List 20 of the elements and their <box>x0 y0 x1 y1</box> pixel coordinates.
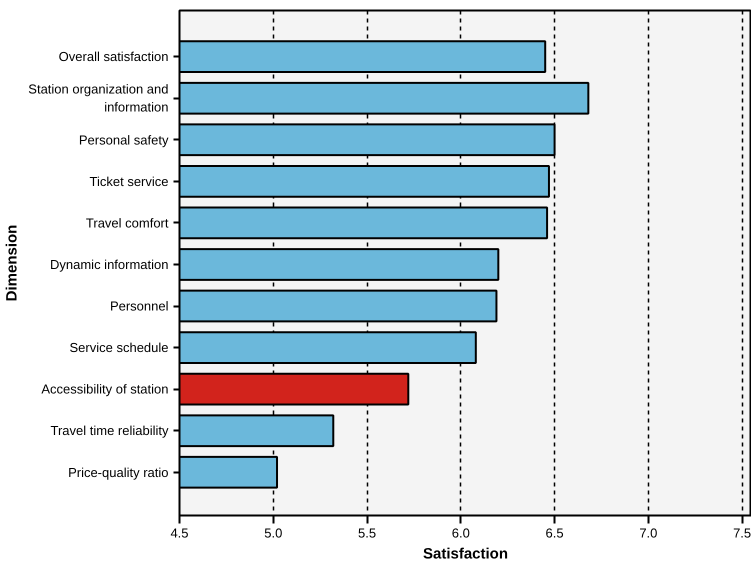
x-tick-label: 5.0 <box>264 526 282 540</box>
y-tick-label: Ticket service <box>90 174 169 189</box>
x-tick-label: 6.5 <box>546 526 564 540</box>
x-tick-label: 4.5 <box>170 526 189 540</box>
y-tick-label: Dynamic information <box>50 256 169 272</box>
x-tick-label: 7.0 <box>639 526 658 540</box>
x-tick-label: 5.5 <box>358 526 376 540</box>
y-tick-label: Personal safety <box>78 132 169 148</box>
y-axis-title: Dimension <box>3 224 20 302</box>
x-tick-label: 7.5 <box>733 526 751 540</box>
y-tick-label: Service schedule <box>70 340 168 356</box>
x-axis-title: Satisfaction <box>422 546 508 562</box>
x-tick-label: 6.0 <box>452 526 470 540</box>
y-tick-label: Price-quality ratio <box>68 464 169 480</box>
y-tick-label: Station organization and information <box>28 82 169 115</box>
y-tick-label: Travel time reliability <box>50 423 169 438</box>
y-tick-label: Accessibility of station <box>41 382 169 397</box>
y-tick-label: Personnel <box>110 298 169 314</box>
y-tick-label: Travel comfort <box>86 215 169 230</box>
y-tick-label: Overall satisfaction <box>58 49 169 64</box>
